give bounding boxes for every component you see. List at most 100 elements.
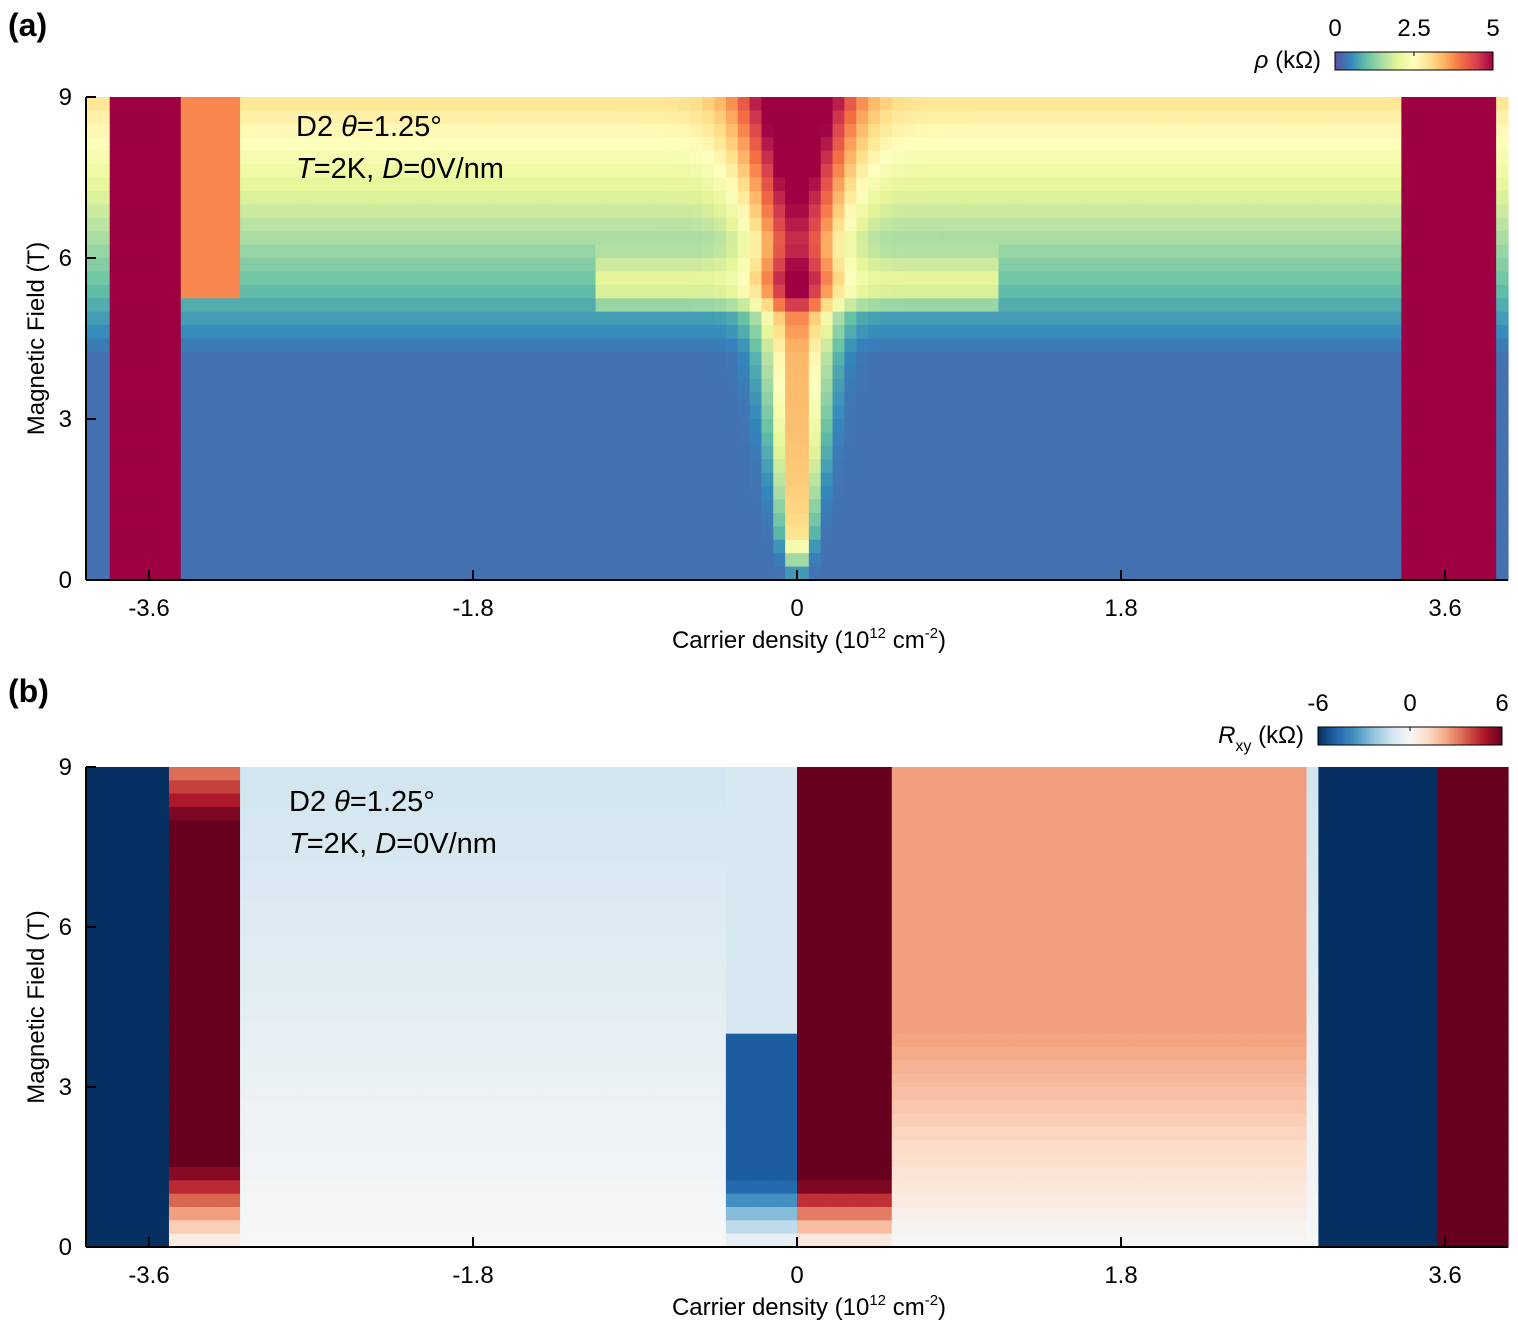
heatmap-cell bbox=[1046, 352, 1058, 366]
heatmap-cell bbox=[536, 500, 548, 514]
heatmap-cell bbox=[773, 365, 785, 379]
heatmap-cell bbox=[1295, 513, 1307, 527]
heatmap-cell bbox=[1461, 312, 1473, 326]
heatmap-cell bbox=[193, 218, 205, 232]
heatmap-cell bbox=[1330, 365, 1342, 379]
heatmap-cell bbox=[169, 954, 181, 968]
heatmap-cell bbox=[1247, 137, 1259, 151]
heatmap-cell bbox=[1070, 540, 1082, 554]
heatmap-cell bbox=[1093, 164, 1105, 178]
heatmap-cell bbox=[596, 419, 608, 433]
heatmap-cell bbox=[1318, 379, 1330, 393]
heatmap-cell bbox=[394, 446, 406, 460]
heatmap-cell bbox=[382, 392, 394, 406]
heatmap-cell bbox=[465, 231, 477, 245]
heatmap-cell bbox=[453, 325, 465, 339]
heatmap-cell bbox=[276, 794, 288, 808]
heatmap-cell bbox=[1117, 124, 1129, 138]
heatmap-cell bbox=[157, 392, 169, 406]
heatmap-cell bbox=[240, 379, 252, 393]
heatmap-cell bbox=[193, 151, 205, 165]
heatmap-cell bbox=[145, 967, 157, 981]
heatmap-cell bbox=[939, 97, 951, 111]
heatmap-cell bbox=[394, 204, 406, 218]
heatmap-cell bbox=[1437, 124, 1449, 138]
heatmap-cell bbox=[726, 325, 738, 339]
heatmap-cell bbox=[1449, 365, 1461, 379]
heatmap-cell bbox=[1247, 379, 1259, 393]
heatmap-cell bbox=[1295, 218, 1307, 232]
heatmap-cell bbox=[1212, 526, 1224, 540]
heatmap-cell bbox=[726, 110, 738, 124]
heatmap-cell bbox=[1307, 191, 1319, 205]
heatmap-cell bbox=[1022, 231, 1034, 245]
heatmap-cell bbox=[122, 900, 134, 914]
heatmap-cell bbox=[193, 980, 205, 994]
heatmap-cell bbox=[157, 1087, 169, 1101]
heatmap-cell bbox=[1058, 526, 1070, 540]
heatmap-cell bbox=[169, 834, 181, 848]
heatmap-cell bbox=[1105, 231, 1117, 245]
heatmap-cell bbox=[110, 780, 122, 794]
heatmap-cell bbox=[738, 459, 750, 473]
heatmap-cell bbox=[904, 218, 916, 232]
heatmap-cell bbox=[690, 137, 702, 151]
heatmap-cell bbox=[216, 1207, 228, 1221]
heatmap-cell bbox=[619, 137, 631, 151]
heatmap-cell bbox=[761, 446, 773, 460]
heatmap-cell bbox=[631, 325, 643, 339]
heatmap-cell bbox=[1318, 178, 1330, 192]
heatmap-cell bbox=[1117, 110, 1129, 124]
heatmap-cell bbox=[1496, 406, 1508, 420]
heatmap-cell bbox=[335, 271, 347, 285]
heatmap-cell bbox=[513, 298, 525, 312]
heatmap-cell bbox=[880, 392, 892, 406]
heatmap-cell bbox=[844, 258, 856, 272]
heatmap-cell bbox=[1259, 110, 1271, 124]
heatmap-cell bbox=[844, 540, 856, 554]
heatmap-cell bbox=[963, 379, 975, 393]
heatmap-cell bbox=[844, 365, 856, 379]
heatmap-cell bbox=[276, 151, 288, 165]
heatmap-cell bbox=[1449, 352, 1461, 366]
heatmap-cell bbox=[1283, 298, 1295, 312]
heatmap-cell bbox=[1117, 298, 1129, 312]
heatmap-cell bbox=[240, 392, 252, 406]
heatmap-cell bbox=[489, 298, 501, 312]
heatmap-cell bbox=[169, 1167, 181, 1181]
heatmap-cell bbox=[548, 432, 560, 446]
heatmap-cell bbox=[1401, 325, 1413, 339]
heatmap-cell bbox=[1129, 191, 1141, 205]
heatmap-cell bbox=[181, 967, 193, 981]
heatmap-cell bbox=[477, 446, 489, 460]
heatmap-cell bbox=[1259, 500, 1271, 514]
heatmap-cell bbox=[1271, 325, 1283, 339]
heatmap-cell bbox=[1461, 124, 1473, 138]
heatmap-cell bbox=[785, 379, 797, 393]
heatmap-cell bbox=[477, 567, 489, 581]
heatmap-cell bbox=[584, 352, 596, 366]
heatmap-cell bbox=[1070, 339, 1082, 353]
heatmap-cell bbox=[157, 994, 169, 1008]
heatmap-cell bbox=[1307, 137, 1319, 151]
heatmap-cell bbox=[442, 459, 454, 473]
heatmap-cell bbox=[868, 473, 880, 487]
heatmap-cell bbox=[1461, 526, 1473, 540]
heatmap-cell bbox=[797, 473, 809, 487]
heatmap-cell bbox=[418, 191, 430, 205]
heatmap-cell bbox=[939, 137, 951, 151]
heatmap-cell bbox=[240, 900, 252, 914]
heatmap-cell bbox=[868, 352, 880, 366]
heatmap-cell bbox=[1472, 271, 1484, 285]
heatmap-cell bbox=[133, 1127, 145, 1141]
heatmap-cell bbox=[833, 164, 845, 178]
heatmap-cell bbox=[1354, 151, 1366, 165]
heatmap-cell bbox=[1212, 298, 1224, 312]
heatmap-cell bbox=[702, 312, 714, 326]
heatmap-cell bbox=[726, 459, 738, 473]
heatmap-cell bbox=[667, 392, 679, 406]
heatmap-cell bbox=[264, 124, 276, 138]
heatmap-cell bbox=[773, 406, 785, 420]
heatmap-cell bbox=[359, 97, 371, 111]
heatmap-cell bbox=[667, 325, 679, 339]
